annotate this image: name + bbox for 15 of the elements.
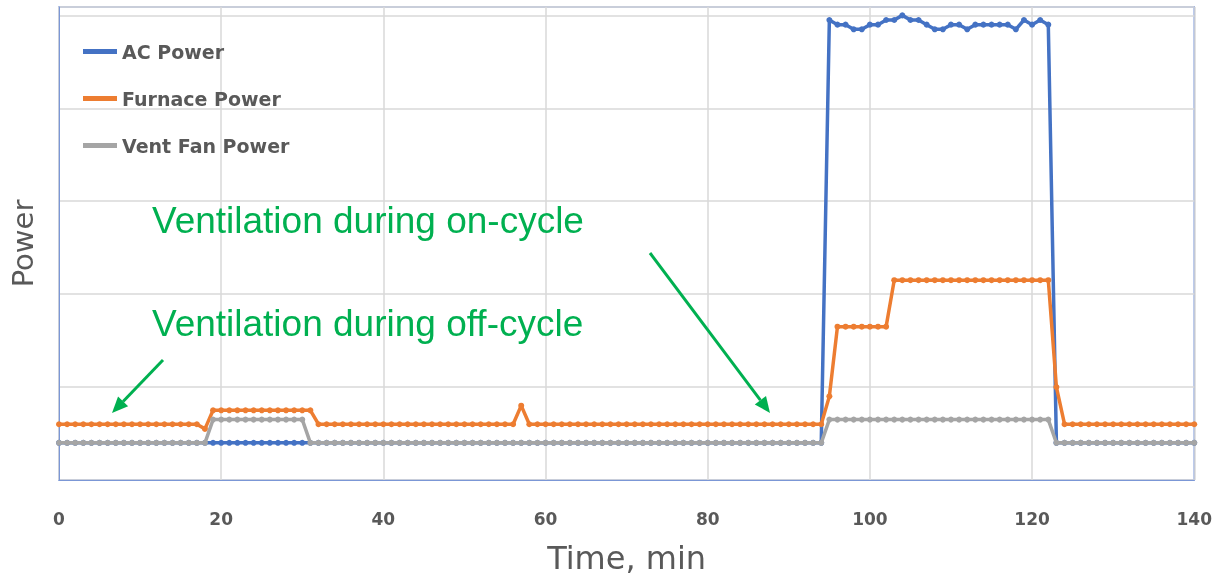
legend-label: Furnace Power xyxy=(122,87,282,110)
legend-label: Vent Fan Power xyxy=(122,134,291,157)
legend-label: AC Power xyxy=(122,40,225,63)
annotation: Ventilation during off-cycle xyxy=(152,303,584,344)
x-tick-label: 60 xyxy=(533,508,558,529)
x-tick-label: 140 xyxy=(1176,508,1213,529)
x-tick-label: 20 xyxy=(209,508,234,529)
x-tick-label: 0 xyxy=(53,508,66,529)
x-axis-title: Time, min xyxy=(546,539,707,577)
x-tick-label: 100 xyxy=(852,508,888,529)
x-tick-label: 40 xyxy=(371,508,396,529)
x-tick-label: 80 xyxy=(695,508,720,529)
y-axis-title: Power xyxy=(5,199,40,288)
annotation: Ventilation during on-cycle xyxy=(152,200,584,241)
x-tick-label: 120 xyxy=(1014,508,1050,529)
